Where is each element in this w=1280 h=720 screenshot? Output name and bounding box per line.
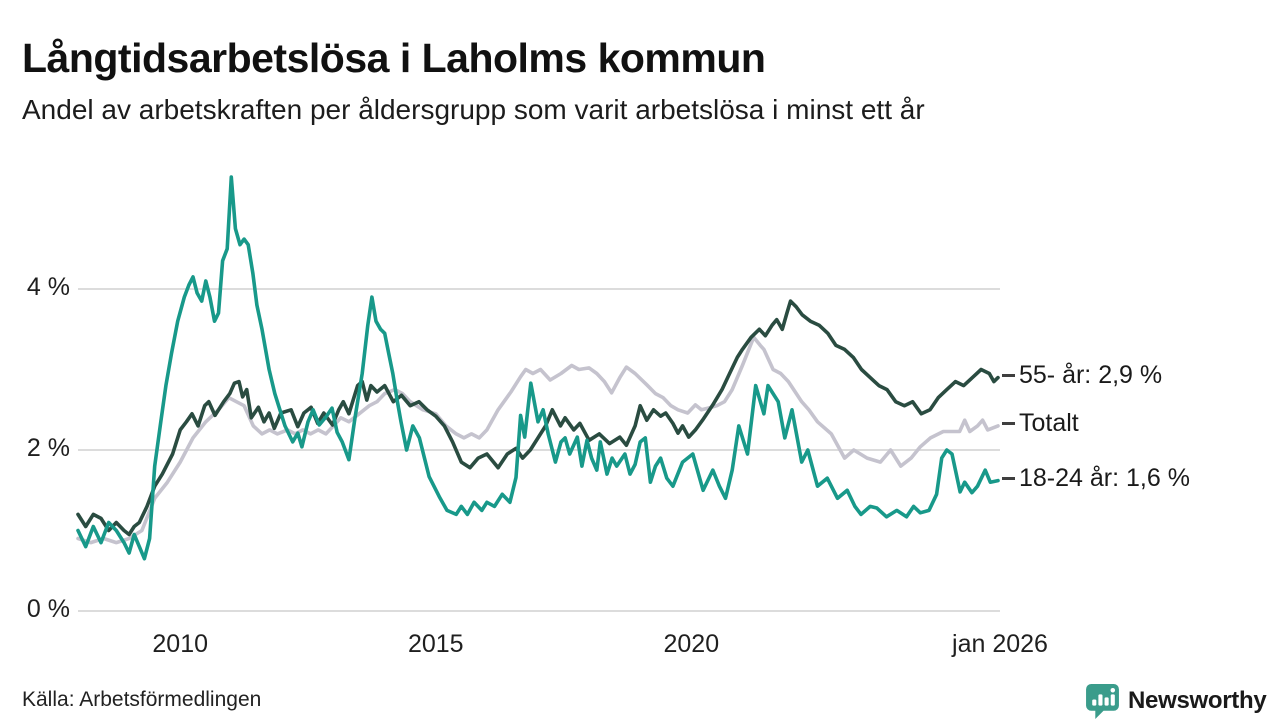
x-tick-label: 2020 [663, 630, 720, 658]
y-tick-label: 0 % [26, 595, 70, 623]
legend-label: Totalt [1019, 408, 1079, 437]
chart-subtitle: Andel av arbetskraften per åldersgrupp s… [22, 94, 925, 125]
legend-label: 18-24 år: 1,6 % [1019, 463, 1190, 492]
x-tick-label: 2015 [407, 630, 464, 658]
chart-title: Långtidsarbetslösa i Laholms kommun [22, 35, 766, 82]
source-note: Källa: Arbetsförmedlingen [22, 688, 262, 711]
legend-item-55--r: 55- år: 2,9 % [1002, 361, 1162, 390]
legend-item-18-24-r: 18-24 år: 1,6 % [1002, 464, 1190, 493]
legend-item-Totalt: Totalt [1002, 409, 1079, 438]
legend-label: 55- år: 2,9 % [1019, 360, 1163, 389]
x-tick-label: 2010 [152, 630, 209, 658]
y-tick-label: 4 % [26, 273, 70, 301]
series-line-18-24-r [76, 175, 1000, 561]
newsworthy-wordmark: Newsworthy [1128, 686, 1267, 714]
series-line-55--r [76, 299, 1000, 537]
x-tick-label: jan 2026 [952, 630, 1048, 658]
legend-dash-icon [1002, 476, 1015, 480]
series-line-Totalt [76, 335, 1000, 545]
legend-dash-icon [1002, 421, 1015, 425]
newsworthy-icon [1086, 684, 1119, 719]
newsworthy-logo: Newsworthy [1084, 682, 1267, 719]
legend-dash-icon [1002, 373, 1015, 377]
y-tick-label: 2 % [26, 434, 70, 462]
